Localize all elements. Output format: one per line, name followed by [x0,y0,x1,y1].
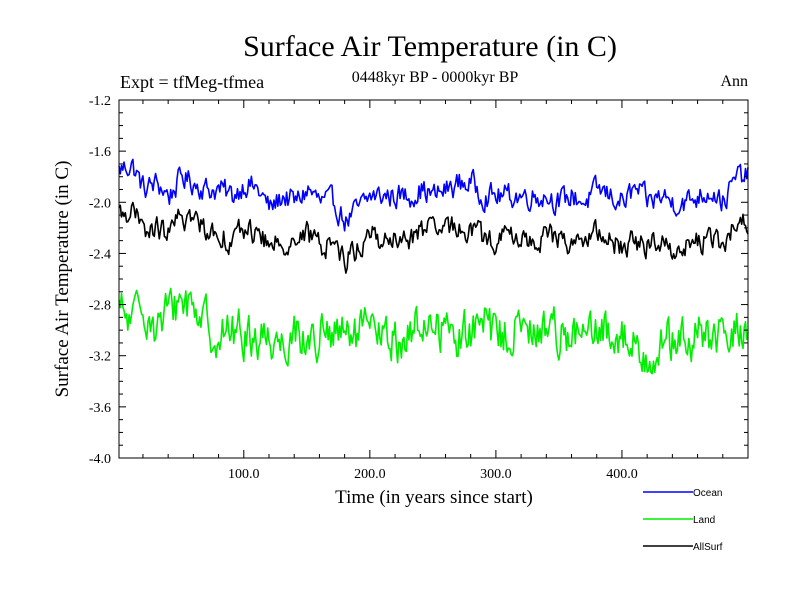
y-tick-label: -2.4 [89,247,111,262]
chart-subtitle: 0448kyr BP - 0000kyr BP [352,69,519,86]
series-line-land [118,287,749,375]
x-tick-label: 100.0 [228,467,260,482]
x-tick-label: 200.0 [354,467,386,482]
series-line-allsurf [118,201,749,274]
y-tick-label: -4.0 [89,452,111,467]
plot-frame [118,99,749,459]
series-line-ocean [118,158,749,232]
x-tick-label: 400.0 [606,467,638,482]
season-label: Ann [720,73,748,90]
legend-label-ocean: Ocean [693,488,722,499]
experiment-label: Expt = tfMeg-tfmea [120,72,264,92]
y-tick-label: -3.2 [89,350,111,365]
y-tick-label: -1.6 [89,145,111,160]
legend-label-land: Land [693,515,715,526]
plot-area: -4.0 -3.6 -3.2 -2.8 -2.4 -2.0 -1.6 -1.2 100.0 200… [89,94,749,482]
chart-title: Surface Air Temperature (in C) [243,30,617,63]
y-tick-label: -2.8 [89,299,111,314]
legend: Ocean Land AllSurf [643,488,723,553]
x-axis-label: Time (in years since start) [335,487,533,508]
y-tick-label: -1.2 [89,94,111,109]
y-tick-label: -2.0 [89,196,111,211]
x-tick-label: 300.0 [480,467,512,482]
y-tick-label: -3.6 [89,401,111,416]
y-axis-label: Surface Air Temperature (in C) [52,161,73,398]
legend-label-allsurf: AllSurf [693,542,723,553]
